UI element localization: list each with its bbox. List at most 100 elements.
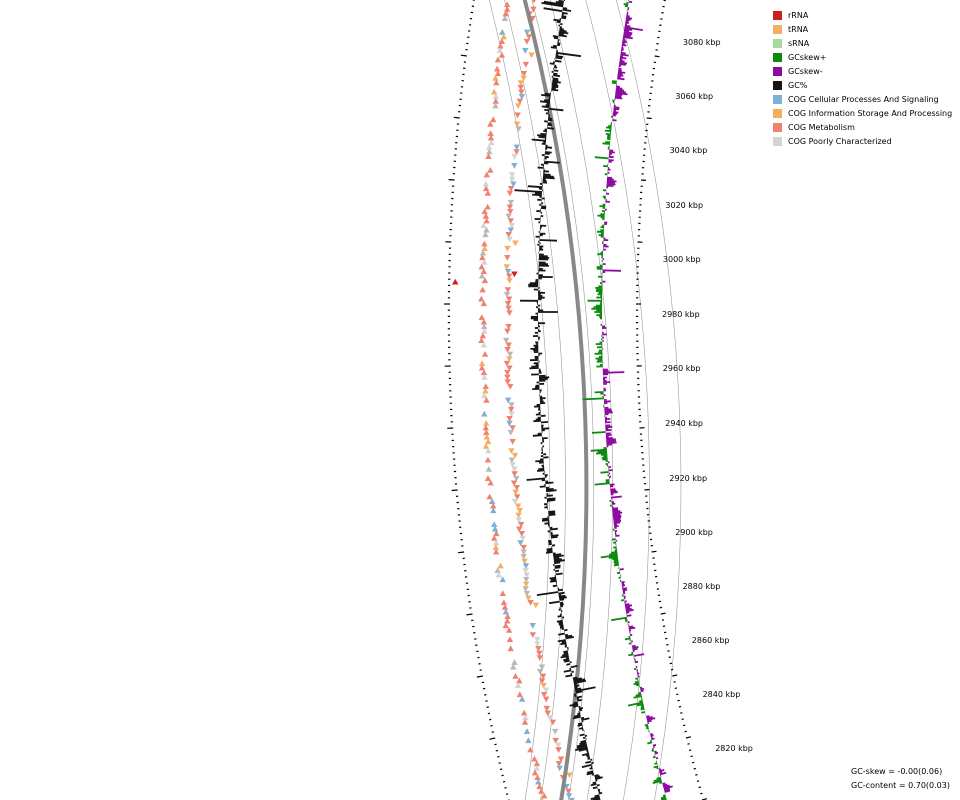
feature-marker bbox=[517, 521, 525, 528]
feature-marker bbox=[522, 48, 529, 54]
feature-marker bbox=[496, 47, 503, 54]
gc-content-bar bbox=[581, 752, 590, 757]
gc-skew-negative-bar bbox=[658, 768, 662, 771]
feature-marker bbox=[515, 126, 522, 132]
feature-marker bbox=[511, 498, 519, 505]
feature-marker bbox=[508, 448, 515, 454]
legend-label: rRNA bbox=[788, 10, 809, 20]
feature-marker bbox=[486, 144, 493, 150]
feature-marker bbox=[520, 544, 527, 551]
legend-swatch bbox=[773, 122, 782, 132]
gc-skew-negative-bar bbox=[617, 77, 625, 81]
feature-marker bbox=[536, 669, 544, 675]
feature-marker bbox=[540, 692, 548, 698]
feature-marker bbox=[479, 249, 487, 256]
feature-marker bbox=[523, 38, 531, 45]
gc-skew-negative-bar bbox=[610, 495, 622, 499]
feature-marker bbox=[521, 558, 528, 565]
legend-item-gcskew-plus: GCskew+ bbox=[773, 50, 958, 64]
feature-marker bbox=[507, 645, 514, 652]
gc-content-bar bbox=[578, 727, 584, 730]
gc-content-bar bbox=[541, 427, 550, 430]
gc-skew-negative-bar bbox=[632, 647, 638, 651]
position-tick bbox=[660, 612, 666, 615]
gc-skew-negative-bar bbox=[626, 15, 630, 18]
gc-skew-negative-bar bbox=[622, 40, 628, 44]
gc-content-bar bbox=[573, 677, 583, 681]
legend-item-trna: tRNA bbox=[773, 22, 958, 36]
feature-marker bbox=[506, 351, 514, 358]
gc-skew-negative-bar bbox=[650, 734, 654, 737]
position-ticks bbox=[444, 0, 708, 800]
gc-skew-negative-bar bbox=[654, 750, 657, 753]
feature-marker bbox=[543, 705, 550, 712]
gc-content-bar bbox=[536, 469, 545, 472]
feature-marker bbox=[483, 433, 490, 440]
feature-marker bbox=[518, 89, 525, 96]
gc-skew-positive-bar bbox=[654, 762, 658, 765]
gc-content-bar bbox=[556, 20, 561, 24]
feature-marker bbox=[514, 103, 522, 109]
position-tick bbox=[677, 699, 680, 702]
gc-content-bar bbox=[546, 489, 557, 493]
feature-marker bbox=[532, 0, 536, 4]
gc-skew-positive-bar bbox=[605, 133, 611, 136]
gc-content-bar bbox=[559, 27, 565, 31]
gc-skew-negative-bar bbox=[631, 644, 636, 648]
gc-skew-negative-bar bbox=[606, 440, 617, 443]
gc-skew-negative-bar bbox=[618, 63, 627, 66]
legend-label: COG Poorly Characterized bbox=[788, 136, 892, 146]
gc-skew-negative-bar bbox=[613, 519, 622, 523]
feature-marker bbox=[484, 203, 491, 210]
gc-content-bar bbox=[573, 701, 578, 705]
gc-skew-negative-bar bbox=[617, 72, 623, 76]
feature-marker bbox=[481, 259, 488, 265]
gc-content-bar bbox=[555, 1, 564, 5]
gc-skew-negative-bar bbox=[613, 107, 620, 111]
feature-marker bbox=[505, 342, 512, 349]
feature-marker bbox=[513, 149, 520, 155]
gc-content-bar bbox=[536, 591, 559, 596]
tick-label-3020: 3020 kbp bbox=[665, 201, 703, 210]
feature-marker bbox=[492, 93, 499, 100]
feature-marker bbox=[522, 714, 529, 721]
feature-marker bbox=[484, 475, 492, 481]
feature-marker bbox=[565, 793, 573, 799]
feature-marker bbox=[493, 530, 500, 537]
gc-content-bar bbox=[573, 678, 586, 683]
feature-marker bbox=[520, 75, 527, 82]
feature-marker bbox=[507, 199, 515, 206]
gc-content-bar bbox=[532, 434, 542, 437]
feature-marker bbox=[504, 301, 512, 307]
gc-skew-negative-bar bbox=[621, 584, 626, 587]
gc-content-bar bbox=[559, 624, 564, 628]
gc-content-bar bbox=[561, 16, 567, 20]
gc-skew-negative-bar bbox=[610, 489, 617, 493]
feature-marker bbox=[507, 218, 514, 224]
gc-skew-positive-bar bbox=[613, 563, 620, 567]
legend-swatch bbox=[773, 52, 782, 62]
gc-skew-negative-bar bbox=[619, 59, 625, 63]
position-tick bbox=[684, 730, 687, 733]
gc-content-bar bbox=[562, 8, 572, 12]
feature-marker bbox=[504, 328, 511, 335]
feature-marker bbox=[523, 728, 531, 734]
gc-skew-positive-bar bbox=[612, 557, 619, 561]
feature-marker bbox=[482, 443, 490, 449]
tick-label-2880: 2880 kbp bbox=[683, 582, 721, 591]
gc-content-bar bbox=[592, 781, 597, 785]
gc-skew-negative-bar bbox=[614, 525, 619, 528]
gc-skew-negative-bar bbox=[623, 34, 631, 38]
gc-content-bar bbox=[553, 556, 560, 560]
gc-content-bar bbox=[565, 636, 575, 640]
gc-skew-negative-bar bbox=[606, 184, 614, 187]
feature-marker bbox=[521, 719, 529, 725]
feature-marker bbox=[513, 485, 520, 491]
feature-marker bbox=[514, 494, 521, 500]
gc-skew-positive-bar bbox=[609, 552, 618, 556]
position-tick bbox=[498, 762, 501, 764]
gc-content-bar bbox=[548, 513, 556, 517]
gc-content-bar bbox=[561, 11, 568, 15]
gc-content-bar bbox=[558, 632, 565, 636]
feature-marker bbox=[482, 213, 490, 219]
